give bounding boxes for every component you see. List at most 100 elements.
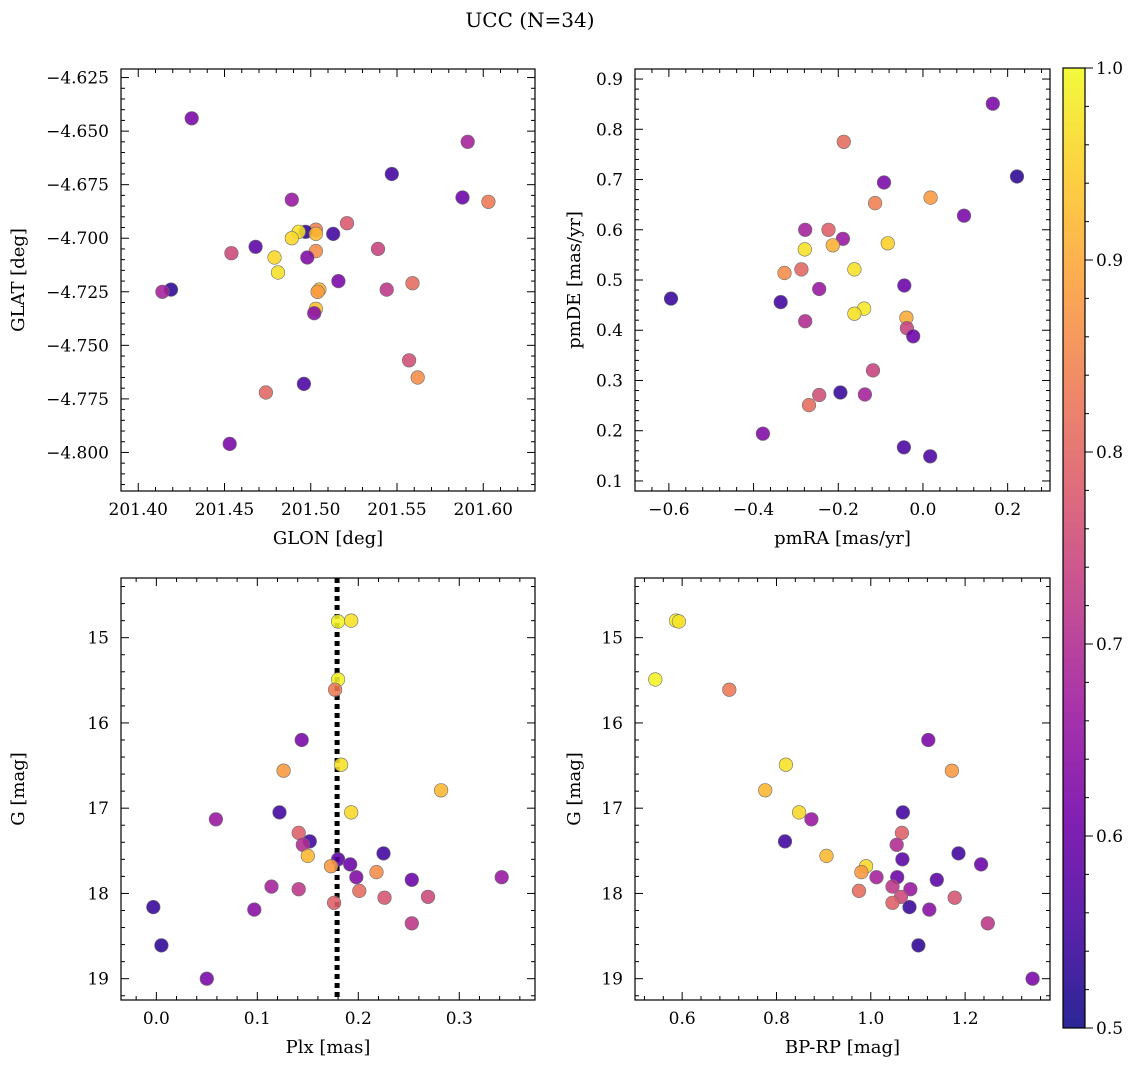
scatter-point (343, 857, 358, 872)
scatter-point (258, 385, 274, 400)
colorbar-tick-label: 0.8 (1096, 443, 1123, 463)
scatter-point (812, 387, 827, 403)
scatter-point (648, 672, 663, 687)
x-axis-label: BP-RP [mag] (785, 1037, 900, 1058)
x-tick-label: −0.4 (733, 500, 774, 520)
scatter-point (801, 398, 817, 413)
y-tick-label: −4.775 (46, 390, 109, 410)
scatter-point (923, 190, 938, 205)
scatter-point (929, 872, 944, 887)
figure-title: UCC (N=34) (465, 8, 594, 32)
plot-frame (634, 577, 1051, 1001)
scatter-point (264, 879, 279, 894)
scatter-point (951, 846, 966, 861)
scatter-point (956, 208, 972, 223)
x-tick-label: 201.55 (367, 500, 426, 520)
scatter-point (481, 194, 496, 209)
scatter-point (865, 363, 881, 378)
scatter-point (222, 436, 237, 452)
scatter-point (973, 857, 989, 872)
y-tick-label: 16 (601, 714, 623, 734)
scatter-points (155, 111, 496, 452)
y-tick-label: −4.625 (46, 69, 109, 89)
x-tick-label: −0.6 (648, 500, 689, 520)
y-tick-label: 17 (601, 799, 623, 819)
scatter-point (906, 329, 921, 344)
ticks (121, 578, 535, 1000)
y-tick-label: 0.6 (596, 221, 623, 241)
ticks (120, 69, 536, 491)
y-tick-label: 0.8 (596, 120, 623, 140)
y-tick-label: 19 (601, 970, 623, 990)
scatter-point (300, 250, 315, 265)
scatter-point (270, 265, 286, 280)
scatter-point (155, 284, 170, 299)
scatter-point (184, 111, 199, 126)
scatter-point (985, 96, 1000, 111)
scatter-point (296, 376, 312, 392)
y-tick-label: 0.9 (596, 70, 623, 90)
colorbar-tick-label: 0.6 (1096, 827, 1123, 847)
y-tick-label: 0.7 (596, 171, 623, 191)
scatter-point (291, 825, 306, 841)
scatter-point (867, 196, 883, 211)
y-tick-label: 17 (87, 799, 109, 819)
x-axis-label: GLON [deg] (273, 528, 383, 549)
y-tick-label: 0.5 (596, 271, 623, 291)
scatter-point (797, 242, 812, 257)
colorbar-tick-label: 0.7 (1096, 635, 1123, 655)
scatter-point (755, 426, 771, 441)
colorbar-frame (1062, 67, 1086, 1029)
y-axis-label: GLAT [deg] (8, 228, 29, 332)
scatter-point (405, 276, 420, 291)
scatter-point (857, 387, 873, 402)
scatter-point (420, 889, 436, 904)
y-tick-label: 0.1 (596, 472, 623, 492)
scatter-point (247, 902, 262, 917)
scatter-point (331, 274, 346, 289)
scatter-point (326, 226, 341, 241)
scatter-point (434, 783, 449, 798)
scatter-point (344, 613, 359, 628)
scatter-point (889, 837, 904, 852)
x-tick-label: 0.3 (446, 1009, 473, 1029)
scatter-point (895, 852, 910, 867)
scatter-point (328, 682, 343, 697)
scatter-point (349, 870, 364, 885)
scatter-point (310, 284, 325, 299)
scatter-point (284, 192, 299, 207)
scatter-point (758, 783, 773, 798)
scatter-point (911, 938, 926, 953)
scatter-point (267, 250, 282, 265)
scatter-point (327, 895, 342, 910)
scatter-point (897, 278, 912, 293)
scatter-point (352, 883, 367, 899)
scatter-point (798, 222, 813, 237)
scatter-point (1025, 971, 1040, 986)
y-axis-label: pmDE [mas/yr] (564, 211, 585, 349)
scatter-point (922, 902, 937, 917)
plot-frame (120, 68, 536, 492)
scatter-point (339, 216, 355, 231)
scatter-point (199, 971, 214, 986)
scatter-point (410, 370, 425, 385)
scatter-point (663, 291, 679, 306)
scatter-point (404, 872, 419, 887)
colorbar-tick-label: 0.9 (1096, 251, 1123, 271)
scatter-point (847, 262, 862, 277)
y-tick-label: 15 (601, 629, 623, 649)
y-tick-label: 15 (87, 629, 109, 649)
scatter-point (833, 385, 848, 400)
x-tick-label: 201.45 (195, 500, 254, 520)
colorbar-tick-label: 0.5 (1096, 1019, 1123, 1039)
colorbar-tick-label: 1.0 (1096, 59, 1123, 79)
scatter-point (284, 231, 299, 246)
ticks (635, 578, 1050, 1000)
scatter-point (947, 890, 962, 905)
y-tick-label: 18 (601, 884, 623, 904)
scatter-point (402, 353, 417, 368)
x-tick-label: 0.0 (143, 1009, 170, 1029)
scatter-point (377, 890, 392, 905)
plot-frame (634, 68, 1051, 492)
scatter-point (836, 134, 851, 149)
